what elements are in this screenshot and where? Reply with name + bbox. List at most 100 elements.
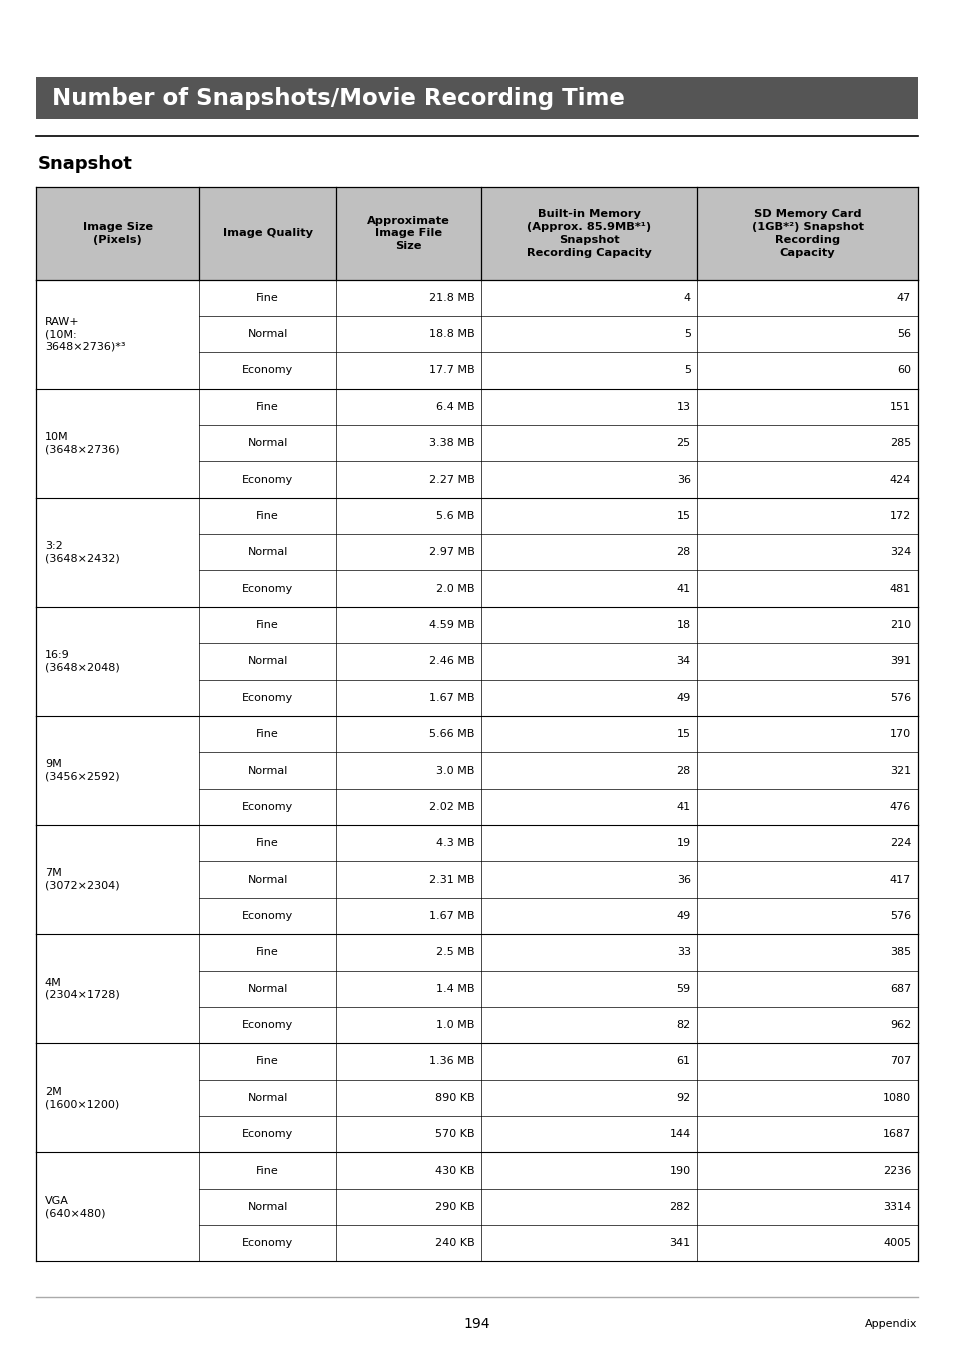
Text: 341: 341 — [669, 1239, 690, 1248]
Text: 36: 36 — [676, 475, 690, 484]
Text: Approximate
Image File
Size: Approximate Image File Size — [367, 216, 450, 251]
Text: 56: 56 — [896, 330, 910, 339]
Text: 19: 19 — [676, 839, 690, 848]
Text: Economy: Economy — [242, 911, 293, 921]
Text: 7M
(3072×2304): 7M (3072×2304) — [45, 868, 119, 890]
Text: Economy: Economy — [242, 365, 293, 376]
Text: 82: 82 — [676, 1020, 690, 1030]
Text: 321: 321 — [889, 765, 910, 775]
Text: 1080: 1080 — [882, 1092, 910, 1103]
Text: 49: 49 — [676, 693, 690, 703]
Text: 2.5 MB: 2.5 MB — [436, 947, 475, 957]
Text: Normal: Normal — [247, 438, 288, 448]
Text: 3.38 MB: 3.38 MB — [429, 438, 475, 448]
Text: Snapshot: Snapshot — [38, 155, 132, 172]
Text: 3:2
(3648×2432): 3:2 (3648×2432) — [45, 541, 119, 563]
Text: 41: 41 — [676, 802, 690, 811]
Text: 962: 962 — [889, 1020, 910, 1030]
Text: Image Quality: Image Quality — [222, 228, 313, 239]
Text: Fine: Fine — [256, 947, 278, 957]
Text: 240 KB: 240 KB — [435, 1239, 475, 1248]
Text: 2.0 MB: 2.0 MB — [436, 584, 475, 593]
Text: 385: 385 — [889, 947, 910, 957]
Text: 890 KB: 890 KB — [435, 1092, 475, 1103]
Text: Normal: Normal — [247, 875, 288, 885]
Text: Economy: Economy — [242, 802, 293, 811]
Text: Economy: Economy — [242, 1129, 293, 1139]
Text: 5.6 MB: 5.6 MB — [436, 512, 475, 521]
Text: 15: 15 — [676, 512, 690, 521]
Text: 3.0 MB: 3.0 MB — [436, 765, 475, 775]
Bar — [36, 187, 917, 280]
Text: 92: 92 — [676, 1092, 690, 1103]
Text: 570 KB: 570 KB — [435, 1129, 475, 1139]
Text: 424: 424 — [889, 475, 910, 484]
Text: 18: 18 — [676, 620, 690, 630]
Text: Fine: Fine — [256, 1166, 278, 1175]
Text: 2.97 MB: 2.97 MB — [429, 547, 475, 558]
Text: 2.02 MB: 2.02 MB — [429, 802, 475, 811]
Text: 4: 4 — [683, 293, 690, 303]
Text: 1.36 MB: 1.36 MB — [429, 1057, 475, 1067]
Text: 5: 5 — [683, 330, 690, 339]
Text: 6.4 MB: 6.4 MB — [436, 402, 475, 411]
Text: 476: 476 — [889, 802, 910, 811]
Text: 34: 34 — [676, 657, 690, 666]
Text: Fine: Fine — [256, 839, 278, 848]
Text: 282: 282 — [669, 1202, 690, 1212]
Text: 2.31 MB: 2.31 MB — [429, 875, 475, 885]
Text: 28: 28 — [676, 765, 690, 775]
Text: 47: 47 — [896, 293, 910, 303]
Text: 17.7 MB: 17.7 MB — [429, 365, 475, 376]
Text: 5: 5 — [683, 365, 690, 376]
Text: 194: 194 — [463, 1318, 490, 1331]
Text: 1687: 1687 — [882, 1129, 910, 1139]
Text: Normal: Normal — [247, 330, 288, 339]
Text: 391: 391 — [889, 657, 910, 666]
Text: 9M
(3456×2592): 9M (3456×2592) — [45, 760, 119, 782]
Text: Normal: Normal — [247, 1092, 288, 1103]
Text: 36: 36 — [676, 875, 690, 885]
Text: 2.46 MB: 2.46 MB — [429, 657, 475, 666]
Text: 59: 59 — [676, 984, 690, 993]
Text: 210: 210 — [889, 620, 910, 630]
Text: 190: 190 — [669, 1166, 690, 1175]
Text: Normal: Normal — [247, 547, 288, 558]
Text: Number of Snapshots/Movie Recording Time: Number of Snapshots/Movie Recording Time — [52, 87, 624, 110]
Text: 41: 41 — [676, 584, 690, 593]
Text: 4005: 4005 — [882, 1239, 910, 1248]
Text: Normal: Normal — [247, 984, 288, 993]
Text: 576: 576 — [889, 693, 910, 703]
Text: Economy: Economy — [242, 475, 293, 484]
Text: 18.8 MB: 18.8 MB — [429, 330, 475, 339]
Text: 324: 324 — [889, 547, 910, 558]
Text: 172: 172 — [889, 512, 910, 521]
Text: Fine: Fine — [256, 293, 278, 303]
Text: 290 KB: 290 KB — [435, 1202, 475, 1212]
Text: VGA
(640×480): VGA (640×480) — [45, 1196, 105, 1219]
Text: Fine: Fine — [256, 729, 278, 740]
Text: 707: 707 — [889, 1057, 910, 1067]
Text: 4M
(2304×1728): 4M (2304×1728) — [45, 977, 119, 1000]
Text: 3314: 3314 — [882, 1202, 910, 1212]
Text: 61: 61 — [676, 1057, 690, 1067]
Text: 4.59 MB: 4.59 MB — [429, 620, 475, 630]
Text: 2236: 2236 — [882, 1166, 910, 1175]
Text: 5.66 MB: 5.66 MB — [429, 729, 475, 740]
Text: 2M
(1600×1200): 2M (1600×1200) — [45, 1087, 119, 1109]
Text: Fine: Fine — [256, 512, 278, 521]
Text: Appendix: Appendix — [864, 1319, 917, 1330]
Text: 430 KB: 430 KB — [435, 1166, 475, 1175]
Text: Image Size
(Pixels): Image Size (Pixels) — [83, 223, 152, 244]
Text: 10M
(3648×2736): 10M (3648×2736) — [45, 432, 119, 455]
Text: SD Memory Card
(1GB*²) Snapshot
Recording
Capacity: SD Memory Card (1GB*²) Snapshot Recordin… — [751, 209, 862, 258]
Text: 21.8 MB: 21.8 MB — [429, 293, 475, 303]
Text: 13: 13 — [676, 402, 690, 411]
Text: 151: 151 — [889, 402, 910, 411]
Text: 16:9
(3648×2048): 16:9 (3648×2048) — [45, 650, 119, 673]
Text: 1.0 MB: 1.0 MB — [436, 1020, 475, 1030]
Text: 4.3 MB: 4.3 MB — [436, 839, 475, 848]
Text: Economy: Economy — [242, 693, 293, 703]
Text: 1.67 MB: 1.67 MB — [429, 693, 475, 703]
Text: 285: 285 — [889, 438, 910, 448]
